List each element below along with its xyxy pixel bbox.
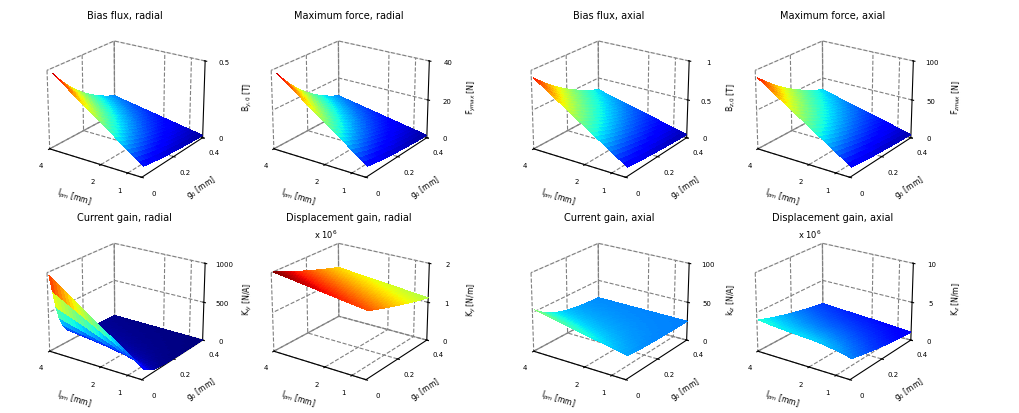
Y-axis label: g$_0$ [mm]: g$_0$ [mm] xyxy=(408,173,443,202)
Y-axis label: g$_0$ [mm]: g$_0$ [mm] xyxy=(892,173,927,202)
Y-axis label: g$_0$ [mm]: g$_0$ [mm] xyxy=(667,375,703,404)
Text: x 10$^6$: x 10$^6$ xyxy=(314,228,338,241)
X-axis label: l$_{pm}$ [mm]: l$_{pm}$ [mm] xyxy=(279,186,317,209)
Y-axis label: g$_0$ [mm]: g$_0$ [mm] xyxy=(183,173,219,202)
Title: Maximum force, axial: Maximum force, axial xyxy=(781,11,886,21)
X-axis label: l$_{pm}$ [mm]: l$_{pm}$ [mm] xyxy=(763,389,801,412)
Y-axis label: g$_0$ [mm]: g$_0$ [mm] xyxy=(183,375,219,404)
Title: Current gain, radial: Current gain, radial xyxy=(77,213,172,223)
X-axis label: l$_{pm}$ [mm]: l$_{pm}$ [mm] xyxy=(55,186,93,209)
Title: Displacement gain, axial: Displacement gain, axial xyxy=(772,213,894,223)
Y-axis label: g$_0$ [mm]: g$_0$ [mm] xyxy=(408,375,443,404)
Y-axis label: g$_0$ [mm]: g$_0$ [mm] xyxy=(892,375,927,404)
Text: x 10$^6$: x 10$^6$ xyxy=(798,228,822,241)
Title: Displacement gain, radial: Displacement gain, radial xyxy=(286,213,412,223)
Title: Bias flux, radial: Bias flux, radial xyxy=(87,11,163,21)
X-axis label: l$_{pm}$ [mm]: l$_{pm}$ [mm] xyxy=(55,389,93,412)
X-axis label: l$_{pm}$ [mm]: l$_{pm}$ [mm] xyxy=(279,389,317,412)
Y-axis label: g$_0$ [mm]: g$_0$ [mm] xyxy=(667,173,703,202)
Title: Maximum force, radial: Maximum force, radial xyxy=(294,11,404,21)
Title: Current gain, axial: Current gain, axial xyxy=(564,213,654,223)
X-axis label: l$_{pm}$ [mm]: l$_{pm}$ [mm] xyxy=(539,186,577,209)
Title: Bias flux, axial: Bias flux, axial xyxy=(573,11,645,21)
X-axis label: l$_{pm}$ [mm]: l$_{pm}$ [mm] xyxy=(539,389,577,412)
X-axis label: l$_{pm}$ [mm]: l$_{pm}$ [mm] xyxy=(763,186,801,209)
